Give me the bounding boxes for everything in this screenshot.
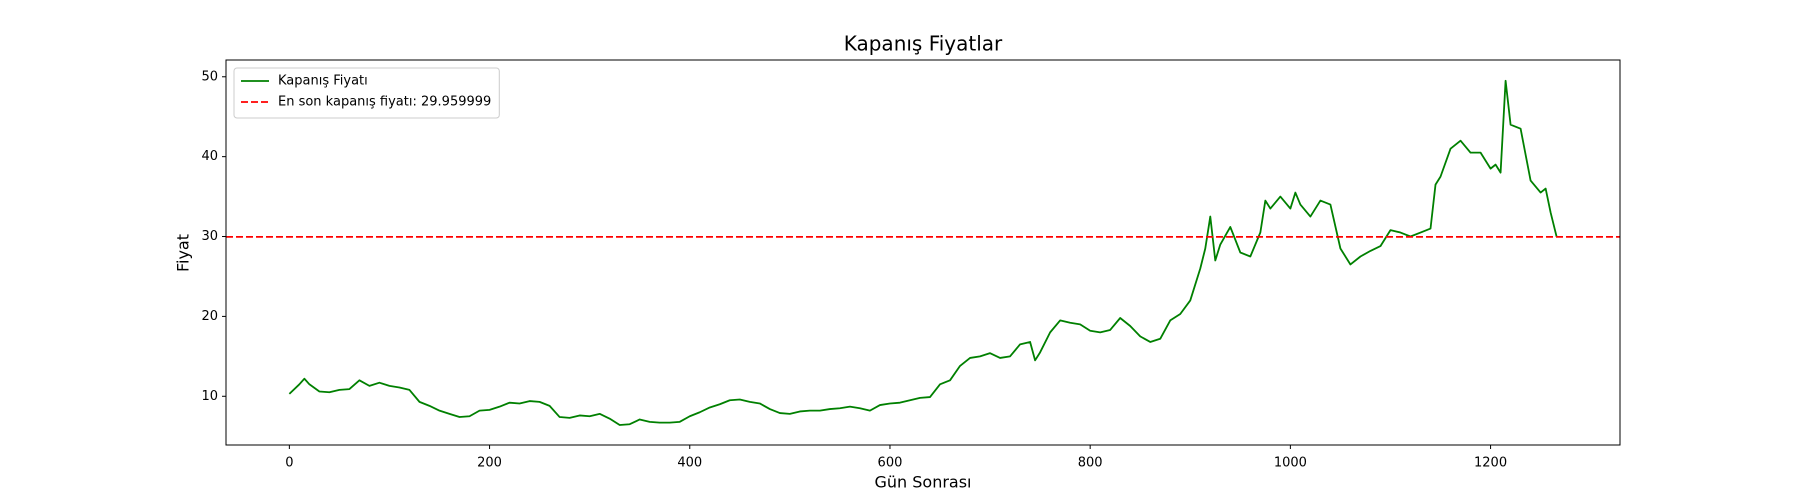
x-axis-label: Gün Sonrası bbox=[874, 473, 971, 492]
x-tick-label: 800 bbox=[1078, 456, 1103, 471]
y-tick-label: 10 bbox=[201, 389, 218, 404]
x-tick-label: 600 bbox=[878, 456, 903, 471]
legend-label: Kapanış Fiyatı bbox=[278, 74, 368, 89]
y-tick-label: 20 bbox=[201, 309, 218, 324]
legend-box bbox=[233, 67, 500, 119]
x-tick-label: 0 bbox=[285, 456, 293, 471]
x-tick-label: 200 bbox=[477, 456, 502, 471]
x-tick-label: 400 bbox=[677, 456, 702, 471]
y-axis-label: Fiyat bbox=[174, 234, 193, 272]
price-line bbox=[288, 79, 1558, 426]
y-tick-label: 50 bbox=[201, 69, 218, 84]
x-tick-label: 1000 bbox=[1274, 456, 1307, 471]
y-tick-label: 30 bbox=[201, 229, 218, 244]
legend: Kapanış Fiyatı En son kapanış fiyatı: 29.… bbox=[233, 67, 500, 119]
legend-label: En son kapanış fiyatı: 29.959999 bbox=[278, 95, 491, 110]
y-tick-label: 40 bbox=[201, 149, 218, 164]
plot-frame bbox=[225, 59, 1621, 446]
chart-title: Kapanış Fiyatlar bbox=[844, 32, 1003, 56]
x-tick-label: 1200 bbox=[1474, 456, 1507, 471]
